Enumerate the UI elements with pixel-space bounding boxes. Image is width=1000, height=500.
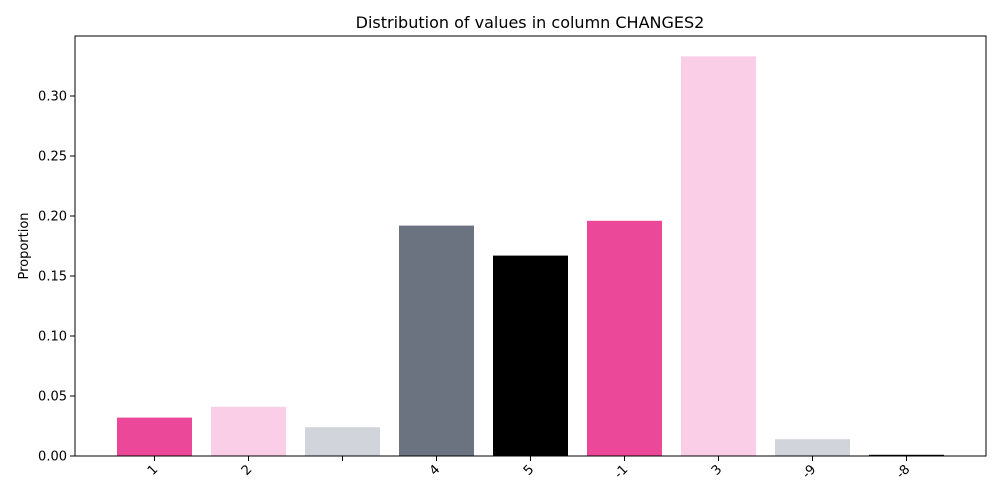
bar [305,427,380,456]
chart-title: Distribution of values in column CHANGES… [356,13,705,32]
x-tick-label: -1 [612,462,632,482]
x-tick-label: 5 [521,462,537,478]
y-tick-label: 0.00 [38,450,67,465]
x-tick-label: -8 [894,462,914,482]
y-tick-label: 0.20 [38,210,67,225]
x-tick-label: 2 [239,462,255,478]
y-tick-label: 0.15 [38,270,67,285]
x-tick-label: 4 [427,462,443,478]
y-tick-label: 0.30 [38,90,67,105]
bar [399,225,474,456]
x-tick-label: -9 [800,462,820,482]
y-tick-label: 0.10 [38,330,67,345]
plot-area: 0.00 0.05 0.10 0.15 0.20 0.25 0.30 1 2 4 5 -1 3 -9 -8 [38,35,987,482]
x-tick-label: 3 [709,462,725,478]
bar [211,406,286,456]
bar [117,417,192,456]
x-tick-label: 1 [145,462,161,478]
bar [587,220,662,456]
bar [493,255,568,456]
y-tick-label: 0.25 [38,150,67,165]
y-tick-label: 0.05 [38,390,67,405]
bar [775,439,850,456]
bar [869,454,944,456]
y-axis-label: Proportion [17,212,32,279]
bar [681,56,756,457]
